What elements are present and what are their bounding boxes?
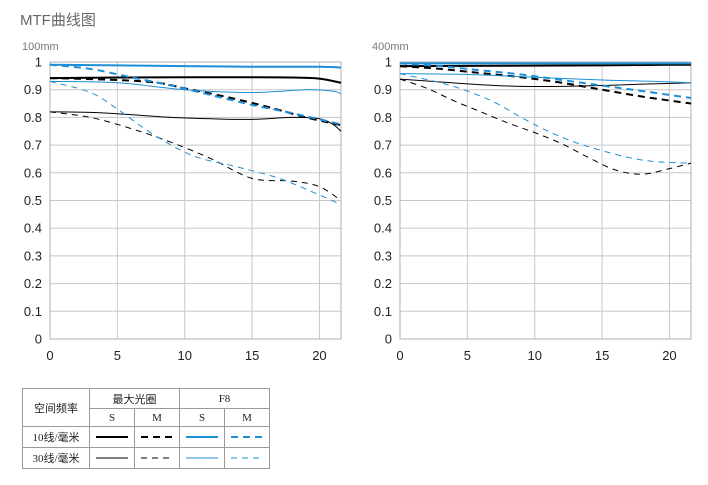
series-line-max_30_m (399, 78, 692, 175)
x-tick-label: 20 (662, 348, 676, 363)
y-tick-label: 0.3 (24, 248, 42, 263)
legend-swatch-f8-30-s (179, 447, 225, 469)
legend-row-30-label: 30线/毫米 (22, 447, 90, 469)
y-tick-label: 0.9 (374, 82, 392, 97)
series-line-max_10_m (399, 65, 692, 105)
series-line-f8_30_m (399, 73, 692, 164)
chart-title: 400mm (372, 41, 409, 53)
legend-swatch-f8-10-m (224, 426, 270, 448)
y-tick-label: 1 (385, 55, 392, 70)
y-tick-label: 0.2 (24, 276, 42, 291)
series-line-f8_10_m (399, 62, 692, 100)
series-line-max_10_s (49, 76, 342, 84)
series-line-f8_30_s (399, 73, 692, 84)
legend-sub-m-f8: M (224, 408, 270, 427)
legend-swatch-max-10-m (134, 426, 180, 448)
y-tick-label: 0.8 (374, 110, 392, 125)
chart-title: 100mm (22, 41, 59, 53)
page-title: MTF曲线图 (20, 12, 96, 29)
x-tick-label: 15 (595, 348, 609, 363)
series-line-max_30_m (49, 111, 342, 201)
legend-sub-m-max: M (134, 408, 180, 427)
x-tick-label: 10 (177, 348, 191, 363)
x-tick-label: 5 (114, 348, 121, 363)
series-line-f8_10_m (49, 63, 342, 126)
mtf-chart-100mm: 100mm 0 0.1 0.2 0.3 0.4 0.5 0.6 0.7 0.8 0.9 1 0 5 10 15… (0, 38, 350, 368)
x-tick-label: 0 (46, 348, 53, 363)
y-tick-label: 0.5 (24, 193, 42, 208)
x-tick-label: 5 (464, 348, 471, 363)
series-line-f8_30_s (49, 80, 342, 95)
series-line-max_10_s (399, 63, 692, 68)
y-tick-label: 0.4 (374, 221, 392, 236)
series-line-max_30_s (49, 111, 342, 132)
y-tick-label: 0 (35, 332, 42, 347)
y-tick-label: 0.7 (374, 138, 392, 153)
legend-swatch-max-30-m (134, 447, 180, 469)
y-tick-label: 0.1 (374, 304, 392, 319)
legend-header-f8: F8 (179, 388, 270, 409)
y-tick-label: 0.2 (374, 276, 392, 291)
legend-row-10-label: 10线/毫米 (22, 426, 90, 448)
y-tick-label: 1 (35, 55, 42, 70)
plot-frame (399, 61, 692, 340)
y-tick-label: 0.6 (374, 165, 392, 180)
x-tick-label: 20 (312, 348, 326, 363)
y-tick-label: 0.5 (374, 193, 392, 208)
y-tick-label: 0.6 (24, 165, 42, 180)
series-line-max_30_s (399, 78, 692, 88)
legend-header-max-aperture: 最大光圈 (89, 388, 180, 409)
legend-header-frequency: 空间频率 (22, 388, 90, 427)
plot-frame (49, 61, 342, 340)
legend-swatch-f8-30-m (224, 447, 270, 469)
x-tick-label: 0 (396, 348, 403, 363)
y-tick-label: 0.4 (24, 221, 42, 236)
legend-swatch-f8-10-s (179, 426, 225, 448)
y-tick-label: 0 (385, 332, 392, 347)
y-tick-label: 0.9 (24, 82, 42, 97)
legend-sub-s-max: S (89, 408, 135, 427)
series-line-f8_30_m (49, 80, 342, 206)
legend-table: 空间频率 最大光圈 F8 S M S M 10线/毫米 30线/毫米 (22, 388, 270, 469)
x-tick-label: 15 (245, 348, 259, 363)
series-line-f8_10_s (49, 63, 342, 69)
y-tick-label: 0.3 (374, 248, 392, 263)
y-tick-label: 0.1 (24, 304, 42, 319)
x-tick-label: 10 (527, 348, 541, 363)
legend-swatch-max-10-s (89, 426, 135, 448)
mtf-chart-400mm: 400mm 0 0.1 0.2 0.3 0.4 0.5 0.6 0.7 0.8 0.9 1 0 5 10 15… (350, 38, 700, 368)
y-tick-label: 0.8 (24, 110, 42, 125)
legend-sub-s-f8: S (179, 408, 225, 427)
legend-swatch-max-30-s (89, 447, 135, 469)
y-tick-label: 0.7 (24, 138, 42, 153)
